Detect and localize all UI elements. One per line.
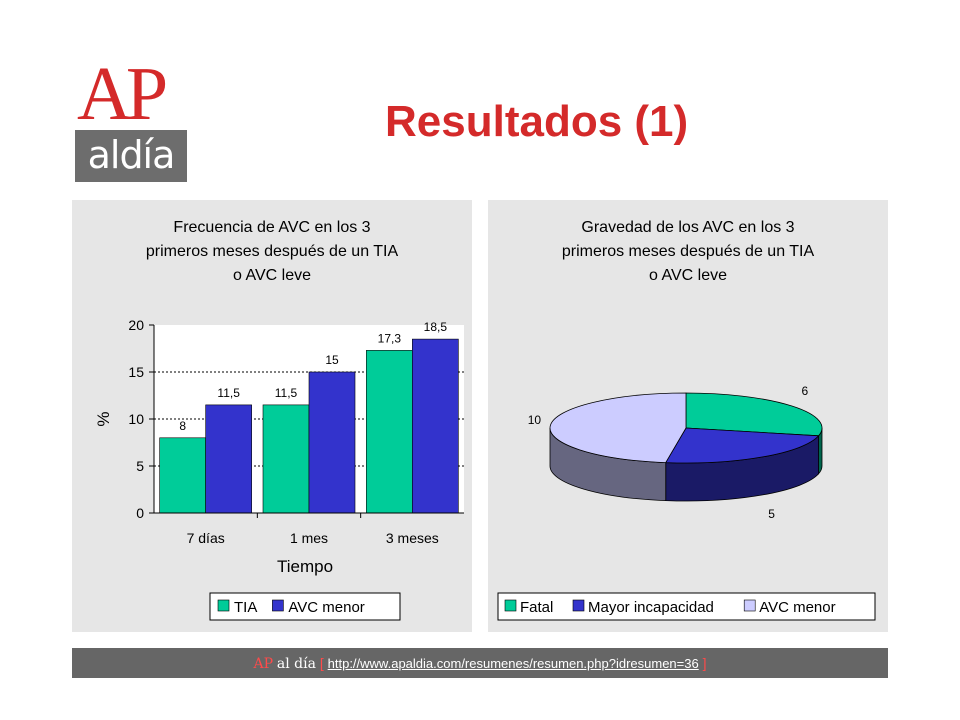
bar-chart-panel: Frecuencia de AVC en los 3 primeros meses… — [72, 200, 472, 632]
logo-ap-text: AP — [77, 52, 168, 136]
page-title: Resultados (1) — [385, 97, 689, 146]
bar-y-tick-label: 10 — [128, 411, 144, 427]
bar-x-axis-title: Tiempo — [277, 557, 333, 576]
pie-chart-panel: Gravedad de los AVC en los 3 primeros mes… — [488, 200, 888, 632]
bar-avc-menor-3 — [412, 338, 459, 514]
pie-legend-box — [497, 592, 876, 621]
bar-chart: Frecuencia de AVC en los 3 primeros meses… — [94, 219, 464, 621]
bar-legend: TIA AVC menor — [209, 592, 401, 621]
pie-chart-title-line-2: primeros meses después de un TIA — [562, 243, 815, 260]
footer-source-link[interactable]: http://www.apaldia.com/resumenes/resumen… — [327, 656, 699, 671]
pie-slice-fatal — [685, 392, 823, 437]
bar-x-tick-label: 3 meses — [386, 530, 439, 546]
bar-y-tick-label: 15 — [128, 364, 144, 380]
pie-value-label: 10 — [528, 413, 542, 427]
footer-bracket-close: ] — [702, 655, 707, 671]
bar-value-label: 11,5 — [217, 386, 240, 400]
bar-x-tick-label: 1 mes — [290, 530, 328, 546]
pie-legend-swatch — [743, 599, 756, 612]
bar-value-label: 17,3 — [378, 331, 402, 345]
footer-bar: AP al día [ http://www.apaldia.com/resum… — [72, 648, 888, 678]
pie-legend-label: AVC menor — [759, 599, 835, 616]
pie-legend-label: Mayor incapacidad — [588, 599, 714, 616]
bar-legend-label: TIA — [234, 599, 257, 616]
footer-bracket-open: [ — [319, 655, 324, 671]
bar-avc-menor-1 — [205, 404, 252, 514]
pie-chart: Gravedad de los AVC en los 3 primeros mes… — [497, 219, 876, 621]
bar-legend-label: AVC menor — [288, 599, 364, 616]
pie-slice-avc-menor — [549, 392, 687, 464]
bar-tia-3 — [366, 350, 413, 514]
bar-value-label: 11,5 — [275, 386, 298, 400]
pie-legend-swatch — [504, 599, 517, 612]
pie-legend: Fatal Mayor incapacidad AVC menor — [497, 592, 876, 621]
pie-value-label: 5 — [768, 507, 775, 521]
bar-chart-title-line-2: primeros meses después de un TIA — [146, 243, 399, 260]
bar-tia-1 — [159, 437, 206, 514]
pie-value-label: 6 — [801, 384, 808, 398]
bar-y-tick-label: 20 — [128, 317, 144, 333]
bar-value-label: 18,5 — [424, 320, 448, 334]
bar-y-tick-label: 0 — [136, 505, 144, 521]
pie-chart-title-line-1: Gravedad de los AVC en los 3 — [581, 219, 794, 236]
pie-legend-swatch — [572, 599, 585, 612]
bar-value-label: 8 — [179, 419, 186, 433]
pie-slice-mayor-incapacidad — [665, 427, 820, 464]
apaldia-logo: AP aldía — [75, 56, 187, 182]
bar-tia-2 — [262, 404, 310, 514]
bar-value-label: 15 — [325, 353, 339, 367]
bar-legend-swatch — [272, 599, 284, 612]
footer-brand-ap: AP — [253, 656, 274, 672]
bar-legend-swatch — [217, 599, 230, 612]
bar-x-tick-label: 7 días — [187, 530, 225, 546]
pie-legend-label: Fatal — [520, 599, 553, 616]
bar-avc-menor-2 — [308, 371, 356, 514]
logo-aldia-box: aldía — [75, 130, 187, 182]
bar-chart-title-line-3: o AVC leve — [233, 267, 311, 284]
bar-chart-title-line-1: Frecuencia de AVC en los 3 — [173, 219, 370, 236]
bar-y-tick-label: 5 — [136, 458, 144, 474]
footer-brand-rest: al día — [276, 656, 316, 672]
bar-y-axis-title: % — [94, 411, 113, 426]
pie-top — [549, 392, 823, 464]
bar-legend-box — [209, 592, 401, 621]
pie-chart-title-line-3: o AVC leve — [649, 267, 727, 284]
